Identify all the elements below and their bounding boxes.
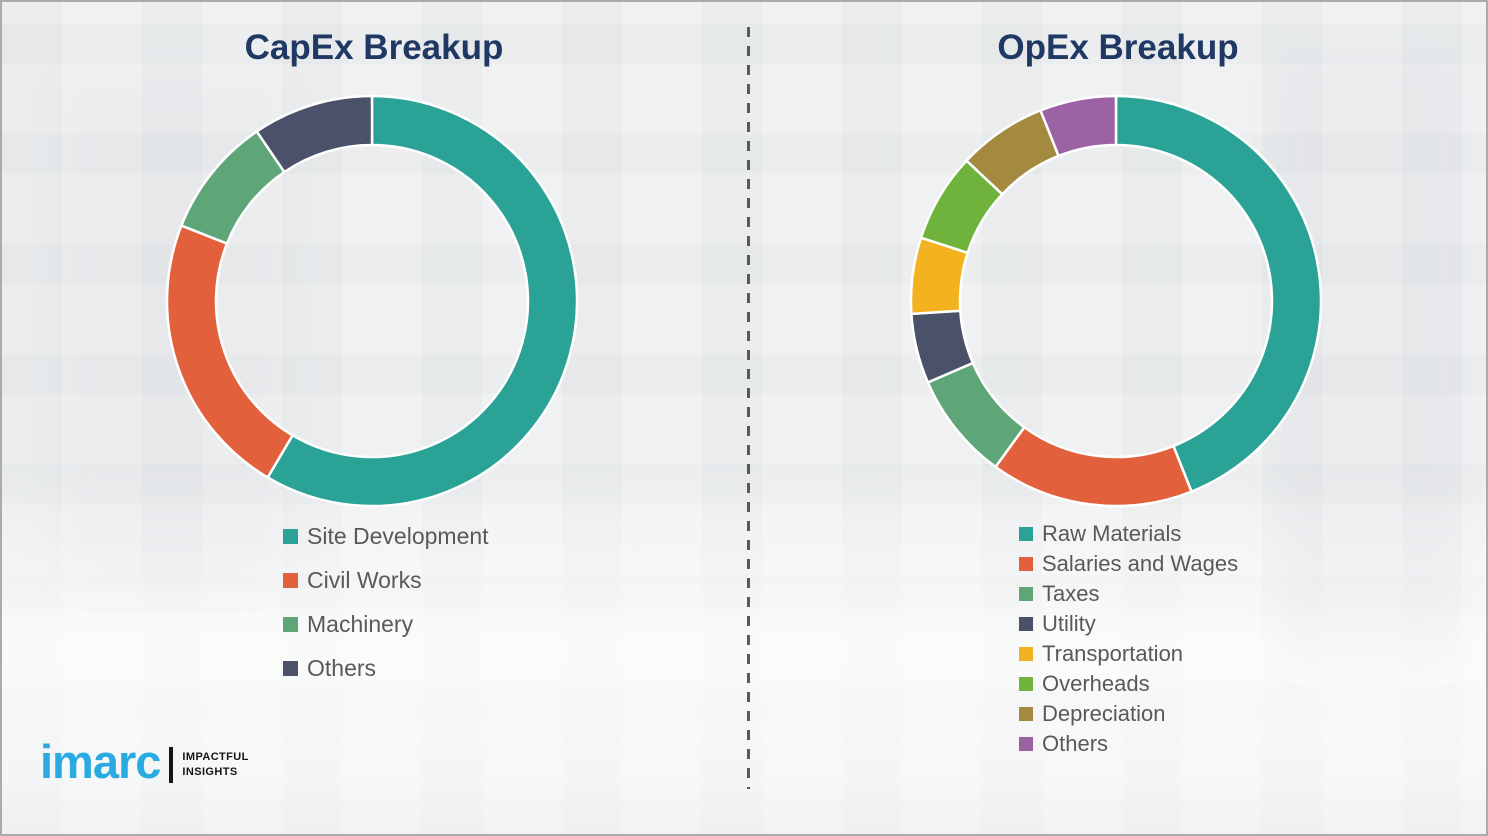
legend-swatch [283,572,298,588]
imarc-logo: imarc IMPACTFUL INSIGHTS [40,738,249,785]
legend-swatch [1019,677,1033,691]
legend-swatch [1019,617,1033,631]
logo-divider-bar [169,746,174,783]
legend-item-transportation: Transportation [1019,639,1238,669]
legend-item-site-development: Site Development [283,514,489,558]
capex-legend: Site Development Civil Works Machinery Othe… [283,514,489,690]
legend-item-depreciation: Depreciation [1019,699,1238,729]
capex-chart-title: CapEx Breakup [244,28,504,67]
legend-label: Salaries and Wages [1042,551,1239,576]
legend-label: Raw Materials [1042,521,1182,546]
opex-legend: Raw Materials Salaries and Wages Taxes Util… [1019,519,1238,759]
legend-item-taxes: Taxes [1019,579,1238,609]
legend-item-salaries-and-wages: Salaries and Wages [1019,549,1238,579]
legend-label: Others [307,654,377,681]
legend-swatch [1019,527,1033,541]
legend-label: Civil Works [307,566,422,593]
donut-segment-civil-works [165,224,294,479]
legend-item-machinery: Machinery [283,602,489,646]
legend-item-others: Others [283,646,489,690]
legend-item-others: Others [1019,729,1238,759]
logo-tagline-line2: INSIGHTS [182,765,238,778]
legend-label: Transportation [1042,641,1184,666]
opex-donut-chart [909,94,1323,508]
legend-swatch [283,616,298,632]
legend-label: Utility [1042,611,1096,636]
legend-swatch [283,528,298,544]
legend-swatch [1019,587,1033,601]
opex-chart-title: OpEx Breakup [997,28,1239,67]
imarc-logo-wordmark: imarc [40,735,161,788]
legend-swatch [1019,737,1033,751]
capex-donut-chart [165,94,579,508]
legend-item-raw-materials: Raw Materials [1019,519,1238,549]
logo-tagline: IMPACTFUL INSIGHTS [182,750,248,779]
donut-segment-salaries-and-wages [994,425,1193,508]
legend-label: Machinery [307,610,414,637]
legend-label: Others [1042,731,1109,756]
legend-item-utility: Utility [1019,609,1238,639]
donut-segment-others [255,94,374,174]
dashed-divider [747,27,750,789]
legend-swatch [283,660,298,676]
legend-label: Site Development [307,522,489,549]
legend-label: Taxes [1042,581,1100,606]
logo-tagline-line1: IMPACTFUL [182,751,249,764]
legend-label: Depreciation [1042,701,1166,726]
legend-item-overheads: Overheads [1019,669,1238,699]
donut-segment-others [1039,94,1118,158]
legend-swatch [1019,557,1033,571]
legend-swatch [1019,707,1033,721]
donut-segment-site-development [266,94,579,508]
donut-segment-raw-materials [1114,94,1323,493]
legend-swatch [1019,647,1033,661]
legend-item-civil-works: Civil Works [283,558,489,602]
legend-label: Overheads [1042,671,1150,696]
